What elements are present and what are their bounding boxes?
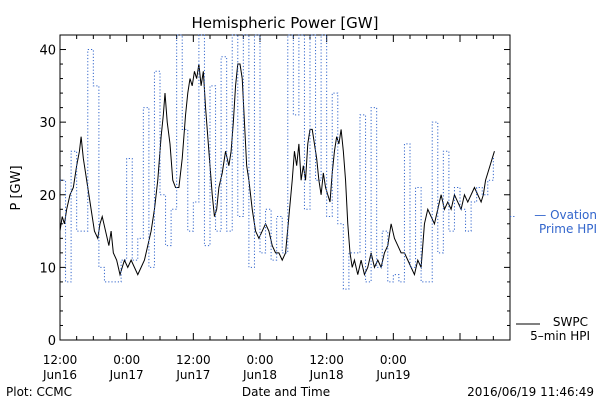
x-tick-label-date: Jun17 (109, 368, 144, 382)
x-tick-label-date: Jun18 (309, 368, 344, 382)
legend-swpc-line2: 5–min HPI (530, 329, 590, 343)
x-tick-label-date: Jun17 (175, 368, 210, 382)
x-tick-label-date: Jun19 (375, 368, 410, 382)
legend-ovation-line1: — Ovation (534, 208, 597, 222)
x-tick-label-time: 12:00 (176, 353, 211, 367)
y-tick-label: 0 (48, 334, 56, 349)
plot-area: 01020304012:00Jun160:00Jun1712:00Jun170:… (39, 34, 516, 382)
plot-frame (59, 34, 511, 341)
x-tick-label-time: 12:00 (309, 353, 344, 367)
legend-swpc-line1: SWPC (553, 315, 588, 329)
x-tick-label-date: Jun16 (42, 368, 77, 382)
y-tick-label: 40 (39, 44, 56, 59)
x-tick-label-time: 0:00 (380, 353, 407, 367)
x-tick-label-time: 0:00 (247, 353, 274, 367)
series-ovation-prime-line (60, 34, 495, 290)
y-tick-label: 30 (39, 116, 56, 131)
footer-right: 2016/06/19 11:46:49 (467, 385, 594, 399)
y-tick-label: 10 (39, 261, 56, 276)
chart-title: Hemispheric Power [GW] (192, 14, 379, 32)
y-tick-label: 20 (39, 189, 56, 204)
x-axis-label: Date and Time (242, 385, 330, 399)
legend-ovation-line2: Prime HPI (539, 222, 597, 236)
footer-left: Plot: CCMC (6, 385, 72, 399)
x-tick-label-date: Jun18 (242, 368, 277, 382)
x-tick-label-time: 0:00 (113, 353, 140, 367)
y-axis-label: P [GW] (9, 165, 24, 210)
x-tick-label-time: 12:00 (43, 353, 78, 367)
series-swpc-line (59, 63, 495, 277)
